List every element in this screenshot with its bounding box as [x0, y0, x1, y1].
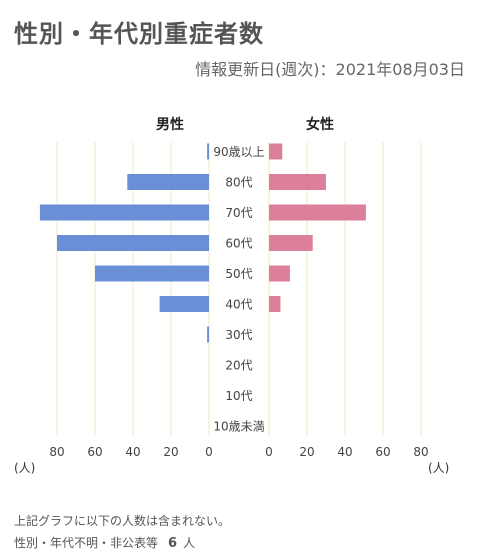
x-tick-label-right: 80: [413, 445, 428, 459]
unit-label-right: (人): [428, 461, 449, 475]
x-tick-label-left: 60: [87, 445, 102, 459]
footnote: 上記グラフに以下の人数は含まれない。: [14, 514, 231, 528]
undisclosed-label: 性別・年代不明・非公表等: [14, 536, 159, 550]
bar-female: [269, 204, 366, 221]
category-label: 50代: [225, 267, 252, 281]
category-label: 30代: [225, 328, 252, 342]
bar-female: [269, 296, 281, 312]
x-tick-label-left: 80: [49, 445, 64, 459]
bar-male: [39, 204, 210, 221]
bar-male: [57, 235, 209, 251]
bar-female: [269, 265, 290, 282]
bar-female: [269, 174, 326, 190]
x-tick-label-left: 20: [163, 445, 178, 459]
category-label: 60代: [225, 237, 252, 251]
unit-label-left: (人): [14, 461, 35, 475]
legend-female: 女性: [306, 116, 334, 133]
category-label: 80代: [225, 176, 252, 190]
x-tick-label-right: 60: [375, 445, 390, 459]
bar-male: [127, 174, 209, 190]
category-label: 40代: [225, 298, 252, 312]
x-tick-label-right: 20: [299, 445, 314, 459]
bar-male: [159, 296, 209, 312]
x-tick-label-right: 40: [337, 445, 352, 459]
bar-female: [269, 235, 313, 251]
category-label: 20代: [225, 359, 252, 373]
update-date: 情報更新日(週次)：2021年08月03日: [195, 60, 465, 79]
bar-female: [269, 143, 283, 160]
bar-male: [207, 143, 209, 160]
category-label: 90歳以上: [213, 145, 264, 159]
x-tick-label-left: 40: [125, 445, 140, 459]
bar-male: [207, 326, 209, 343]
undisclosed-line: 性別・年代不明・非公表等 6 人: [14, 534, 195, 551]
x-tick-label-right: 0: [265, 445, 273, 459]
legend-male: 男性: [156, 116, 184, 133]
undisclosed-unit: 人: [183, 536, 196, 550]
undisclosed-count: 6: [168, 536, 178, 551]
bar-male: [95, 265, 209, 282]
population-pyramid-chart: 0 0 20 20 40 40 60 60 80 80 90歳以上 80代 70代 60代 50代 40代 30…: [14, 116, 449, 475]
category-label: 10歳未満: [213, 420, 264, 434]
category-label: 70代: [225, 206, 252, 220]
page-title: 性別・年代別重症者数: [14, 20, 264, 48]
category-label: 10代: [225, 389, 252, 403]
x-tick-label-left: 0: [205, 445, 213, 459]
